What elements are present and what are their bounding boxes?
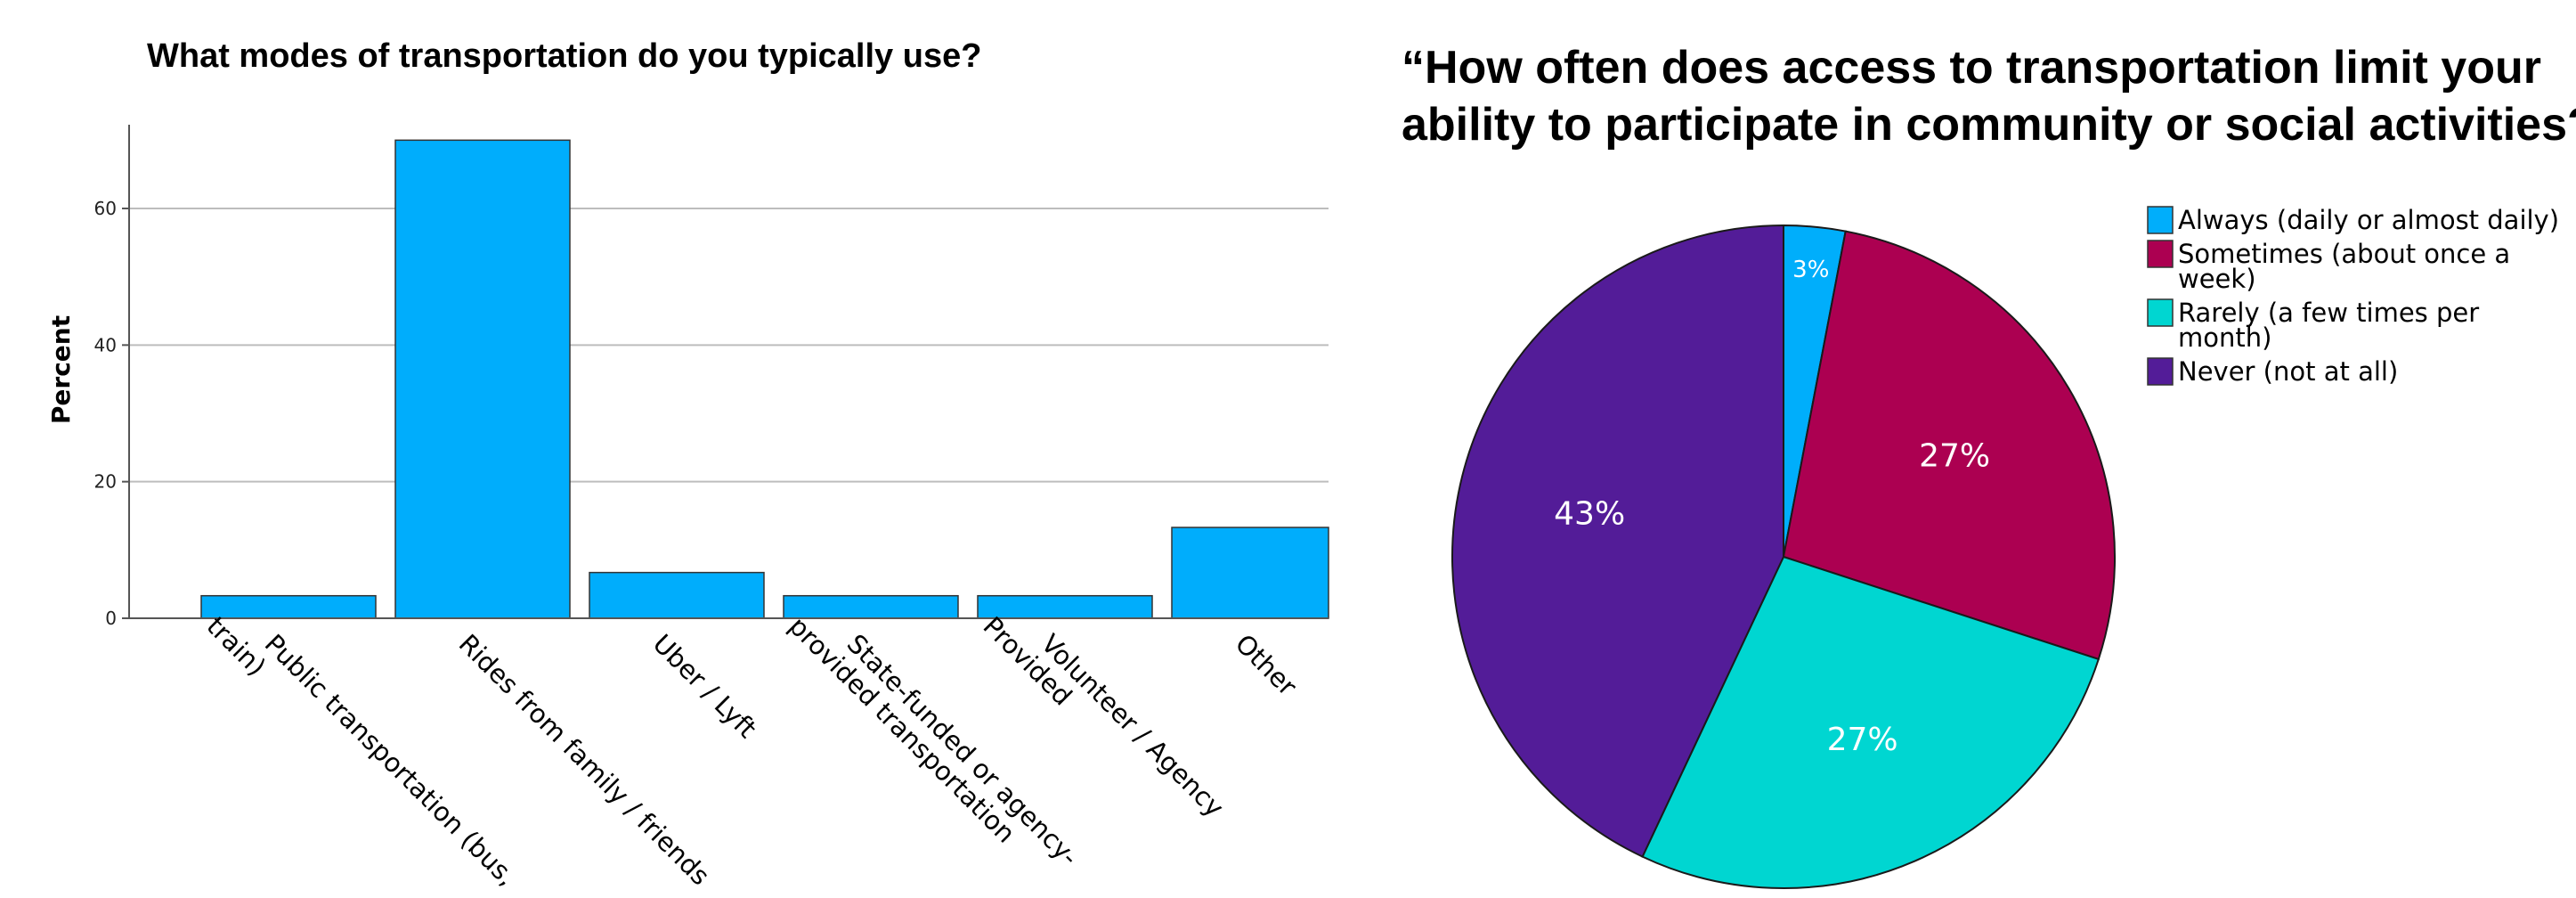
x-category-label-line: Other — [1230, 628, 1303, 701]
pie-slice-label: 27% — [1919, 437, 1990, 474]
pie-chart-title: “How often does access to transportation… — [1402, 42, 2541, 94]
pie-slice — [1641, 555, 2101, 889]
x-category-label: State-funded or agency-provided transpor… — [784, 610, 1085, 871]
legend-label: Sometimes (about once a — [2178, 239, 2510, 269]
pie-chart-title: ability to participate in community or s… — [1402, 99, 2576, 151]
x-category-label-line: Uber / Lyft — [647, 628, 763, 744]
x-category-label-line: provided transportation — [784, 610, 1021, 848]
x-category-label-line: Volunteer / Agency — [1036, 628, 1230, 822]
pie-slice — [1451, 224, 1784, 858]
bar — [200, 594, 377, 619]
y-tick-label: 60 — [94, 198, 117, 219]
bar — [394, 139, 571, 619]
pie-slice-label: 27% — [1827, 722, 1898, 758]
legend-label: Never (not at all) — [2178, 356, 2398, 387]
legend-item: Always (daily or almost daily) — [2147, 205, 2559, 235]
legend-item: Never (not at all) — [2147, 356, 2398, 387]
bar — [1171, 527, 1329, 619]
bar — [589, 571, 765, 619]
legend-swatch — [2147, 298, 2174, 327]
pie-slice — [1782, 230, 2116, 661]
x-category-label: Uber / Lyft — [647, 628, 763, 744]
legend-label: week) — [2178, 264, 2256, 294]
bar — [783, 594, 959, 619]
bar-chart: What modes of transportation do you typi… — [46, 37, 1329, 892]
pie-chart: “How often does access to transportation… — [1402, 42, 2576, 889]
legend-swatch — [2147, 357, 2174, 386]
y-tick-label: 0 — [105, 608, 117, 629]
legend-label: Rarely (a few times per — [2178, 298, 2479, 328]
legend-label: month) — [2178, 322, 2271, 353]
pie-slice-label: 3% — [1792, 257, 1829, 283]
bar-chart-title: What modes of transportation do you typi… — [147, 37, 981, 75]
y-tick-label: 20 — [94, 471, 117, 493]
y-axis-label: Percent — [46, 315, 76, 424]
x-category-label: Other — [1230, 628, 1303, 701]
legend-swatch — [2147, 206, 2174, 234]
y-tick-label: 40 — [94, 334, 117, 355]
legend-label: Always (daily or almost daily) — [2178, 205, 2559, 235]
bar — [977, 594, 1153, 619]
legend-swatch — [2147, 240, 2174, 268]
pie-slice-label: 43% — [1554, 495, 1625, 532]
